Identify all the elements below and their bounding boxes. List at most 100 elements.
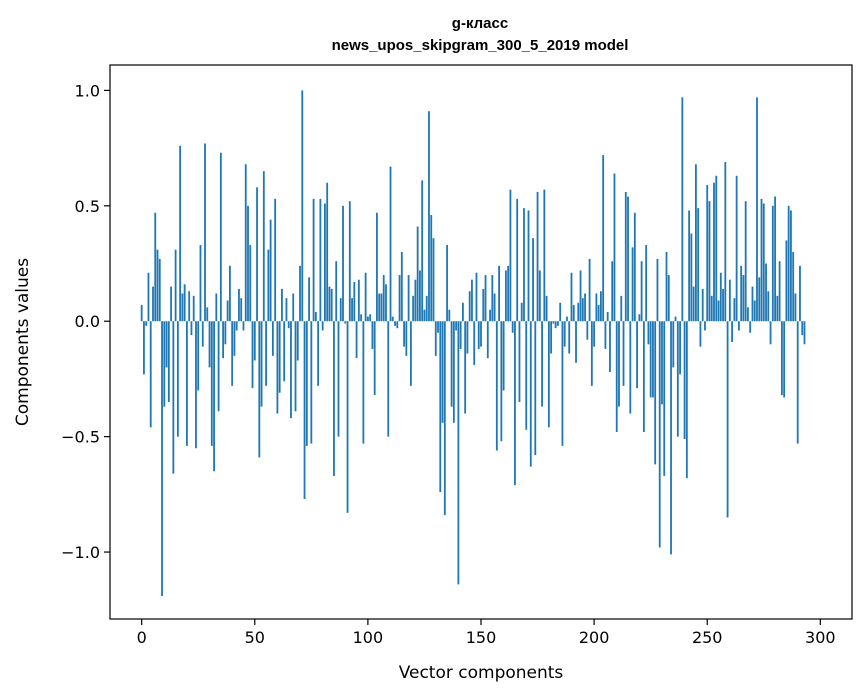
bar (667, 275, 670, 322)
bar (285, 298, 288, 322)
bar (321, 321, 324, 331)
bar (206, 307, 209, 322)
bar (355, 321, 358, 359)
bar (554, 321, 557, 329)
bar (287, 321, 290, 329)
bar (493, 293, 496, 322)
bar (701, 288, 704, 322)
chart-title: g-класс (452, 15, 508, 32)
bar (509, 189, 512, 322)
bar (242, 321, 245, 331)
bar (500, 321, 503, 442)
bar (771, 205, 774, 322)
bar (425, 295, 428, 322)
bar (541, 321, 543, 407)
bar (204, 143, 206, 322)
bar (269, 219, 272, 322)
bar (432, 238, 435, 322)
bar (516, 198, 519, 322)
bar (394, 321, 396, 326)
bar (491, 275, 494, 322)
bar (728, 279, 731, 322)
x-tick-label: 50 (245, 628, 265, 647)
bar (599, 291, 602, 322)
bar (235, 321, 238, 331)
bar (414, 279, 417, 322)
bar (527, 210, 530, 322)
chart-subtitle: news_upos_skipgram_300_5_2019 model (332, 37, 629, 54)
bar (371, 321, 374, 349)
bar (210, 321, 213, 446)
bar (373, 321, 376, 396)
bar (520, 302, 523, 322)
bar (276, 321, 279, 414)
bar (636, 321, 638, 389)
bar (412, 295, 415, 322)
bar (348, 201, 351, 322)
bar (507, 265, 510, 322)
bar (385, 284, 387, 322)
bar (704, 321, 706, 331)
bar (613, 173, 616, 322)
bar (762, 203, 765, 322)
bar (468, 291, 471, 322)
bar (443, 321, 446, 516)
bar (330, 288, 333, 322)
bar (364, 272, 367, 322)
bar (801, 321, 804, 336)
bar (799, 265, 801, 322)
bar (486, 321, 489, 359)
bar (176, 321, 179, 437)
bar (597, 305, 600, 322)
bar (647, 321, 650, 345)
bar (450, 321, 453, 407)
bar (172, 321, 175, 474)
bar (362, 321, 365, 444)
bar (165, 321, 168, 368)
bar (683, 321, 686, 439)
bar (247, 205, 249, 322)
bar (747, 307, 749, 322)
bar (611, 261, 614, 322)
bar (559, 302, 562, 322)
bar (217, 321, 220, 412)
bar (219, 152, 222, 322)
bar (471, 279, 473, 322)
bar (376, 212, 378, 322)
bar (333, 321, 335, 476)
bar (604, 321, 607, 349)
bar (464, 321, 467, 414)
x-tick-label: 150 (466, 628, 497, 647)
bar (274, 198, 277, 322)
bar (629, 321, 632, 414)
bar (314, 311, 317, 322)
bar (317, 321, 320, 386)
bar (439, 321, 442, 493)
bar (281, 288, 283, 322)
bar (577, 302, 580, 322)
bar (803, 321, 806, 345)
bar (224, 321, 227, 345)
bar (405, 321, 408, 356)
bar (441, 321, 444, 423)
x-axis: 0 50 100 150 200 250 300 (137, 619, 836, 647)
bar (561, 321, 564, 446)
bar (407, 275, 410, 322)
bar (213, 321, 215, 472)
bar (645, 245, 648, 322)
bar (710, 295, 713, 322)
bar (690, 233, 693, 322)
bar (199, 245, 202, 322)
bar (552, 321, 555, 324)
bar (294, 321, 297, 412)
bar (780, 321, 783, 396)
bar (681, 97, 684, 322)
bar (170, 286, 172, 322)
bar (167, 321, 170, 403)
bar (391, 316, 394, 322)
bar (480, 321, 482, 347)
bar (536, 191, 539, 322)
bar (319, 198, 322, 322)
bar (238, 288, 240, 322)
bar (622, 321, 625, 386)
